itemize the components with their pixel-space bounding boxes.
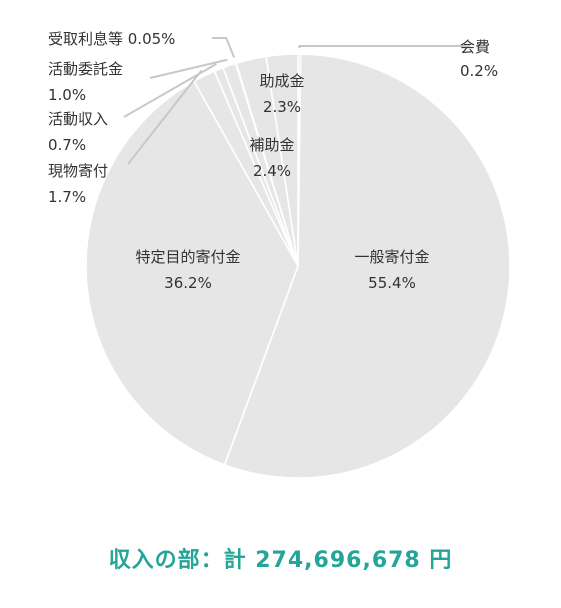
leader-line-0 bbox=[298, 45, 470, 49]
slice-value-7: 2.3% bbox=[263, 98, 301, 116]
income-pie-chart: 会費 0.2% 一般寄付金 55.4% 特定目的寄付金 36.2% 現物寄付 1.7% 活動収入… bbox=[48, 30, 511, 479]
slice-label-2: 特定目的寄付金 bbox=[135, 248, 240, 266]
income-total-caption: 収入の部：計 274,696,678 円 bbox=[108, 548, 453, 573]
pie-slice-8 bbox=[265, 53, 299, 267]
leader-line-6 bbox=[212, 37, 236, 58]
slice-label-4: 活動収入 bbox=[48, 110, 108, 128]
slice-value-3: 1.7% bbox=[48, 188, 86, 206]
leader-line-3 bbox=[127, 69, 203, 165]
slice-label-6: 受取利息等 0.05% bbox=[48, 30, 175, 48]
pie-slice-2 bbox=[85, 80, 299, 466]
slice-label-0: 会費 bbox=[460, 38, 490, 56]
leader-line-4 bbox=[123, 62, 217, 118]
slice-label-7: 助成金 bbox=[259, 72, 304, 90]
slice-label-3: 現物寄付 bbox=[48, 162, 108, 180]
slice-value-8: 2.4% bbox=[253, 162, 291, 180]
slice-value-2: 36.2% bbox=[164, 274, 212, 292]
slice-label-8: 補助金 bbox=[249, 136, 294, 154]
pie-slices bbox=[85, 53, 511, 479]
slice-value-5: 1.0% bbox=[48, 86, 86, 104]
slice-label-1: 一般寄付金 bbox=[354, 248, 429, 266]
slice-value-0: 0.2% bbox=[460, 62, 498, 80]
slice-value-4: 0.7% bbox=[48, 136, 86, 154]
leader-line-5 bbox=[149, 58, 228, 79]
slice-label-5: 活動委託金 bbox=[48, 60, 123, 78]
slice-value-1: 55.4% bbox=[368, 274, 416, 292]
pie-slice-1 bbox=[223, 53, 511, 479]
slice-labels: 会費 0.2% 一般寄付金 55.4% 特定目的寄付金 36.2% 現物寄付 1.7% 活動収入… bbox=[48, 30, 498, 292]
leader-lines bbox=[123, 37, 470, 165]
